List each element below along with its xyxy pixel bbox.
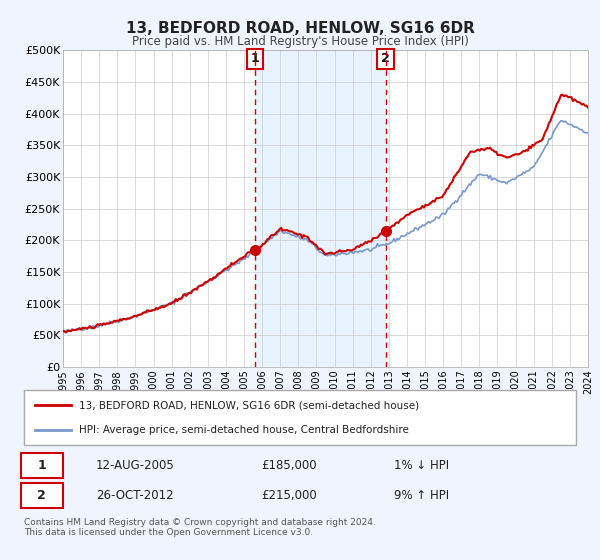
Text: Price paid vs. HM Land Registry's House Price Index (HPI): Price paid vs. HM Land Registry's House … xyxy=(131,35,469,48)
Text: 9% ↑ HPI: 9% ↑ HPI xyxy=(394,489,449,502)
Text: 13, BEDFORD ROAD, HENLOW, SG16 6DR (semi-detached house): 13, BEDFORD ROAD, HENLOW, SG16 6DR (semi… xyxy=(79,400,419,410)
Text: £185,000: £185,000 xyxy=(262,459,317,472)
Text: 13, BEDFORD ROAD, HENLOW, SG16 6DR: 13, BEDFORD ROAD, HENLOW, SG16 6DR xyxy=(125,21,475,36)
Text: 2: 2 xyxy=(37,489,46,502)
Text: 12-AUG-2005: 12-AUG-2005 xyxy=(96,459,175,472)
Text: 1: 1 xyxy=(37,459,46,472)
FancyBboxPatch shape xyxy=(24,390,576,445)
Text: HPI: Average price, semi-detached house, Central Bedfordshire: HPI: Average price, semi-detached house,… xyxy=(79,426,409,435)
Bar xyxy=(255,50,386,367)
FancyBboxPatch shape xyxy=(21,483,62,508)
Text: 2: 2 xyxy=(381,52,390,66)
FancyBboxPatch shape xyxy=(21,452,62,478)
Text: £215,000: £215,000 xyxy=(262,489,317,502)
Text: 26-OCT-2012: 26-OCT-2012 xyxy=(96,489,173,502)
Text: Contains HM Land Registry data © Crown copyright and database right 2024.
This d: Contains HM Land Registry data © Crown c… xyxy=(24,518,376,538)
Text: 1% ↓ HPI: 1% ↓ HPI xyxy=(394,459,449,472)
Text: 1: 1 xyxy=(251,52,260,66)
